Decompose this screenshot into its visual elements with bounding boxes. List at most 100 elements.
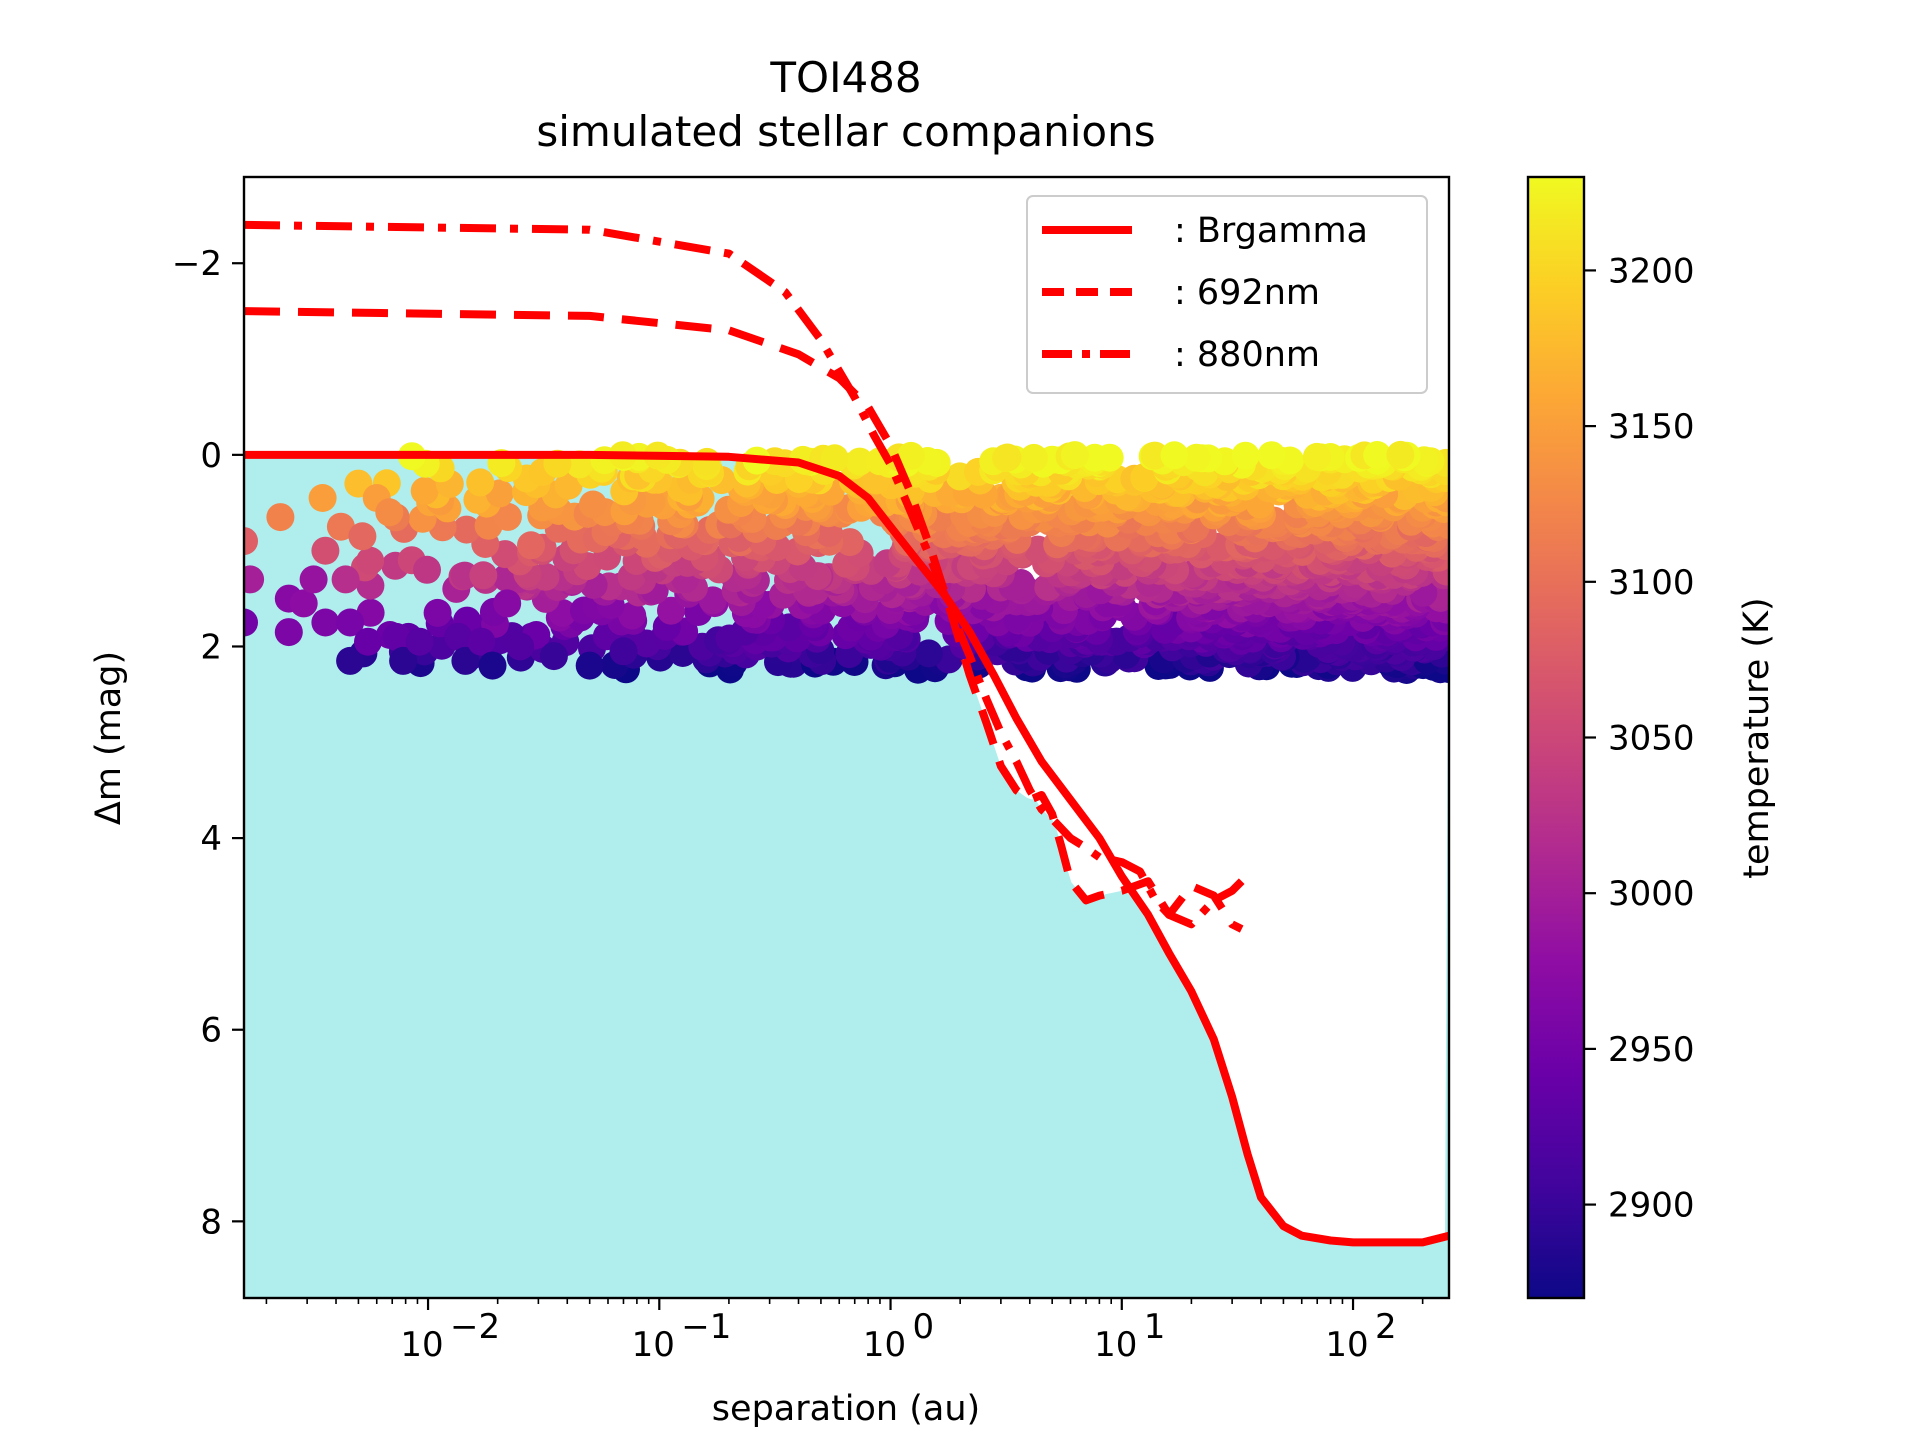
scatter-point [375,498,404,527]
band-point [1363,441,1392,469]
band-point [1386,440,1415,469]
plot-area [244,220,1449,1298]
curve-880nm [244,220,1245,929]
curve-brgamma [244,450,1449,1247]
scatter-point [382,622,411,651]
x-tick-label: 10 [1325,1325,1368,1365]
scatter-point [244,565,265,594]
x-tick-exponent: 2 [1375,1307,1397,1347]
band-point [469,561,498,590]
y-tick-label: −2 [172,244,222,284]
x-axis-label: separation (au) [712,1389,980,1429]
band-point [914,639,943,668]
colorbar-tick-label: 2950 [1608,1030,1695,1070]
x-tick-exponent: 0 [913,1307,935,1347]
scatter-point [405,627,434,656]
band-point [493,502,522,531]
scatter-point [451,646,480,675]
band-point [554,471,583,500]
y-tick-label: 4 [200,819,222,859]
band-point [993,443,1022,472]
scatter-point [289,589,318,618]
scatter-point [575,651,604,680]
scatter-point [354,627,382,656]
colorbar-tick-label: 3050 [1608,719,1695,759]
scatter-point [299,565,328,594]
band-point [466,468,495,497]
x-tick-label: 10 [1094,1325,1137,1365]
band-point [1095,443,1124,472]
x-axis: 10 −2 10 −1 10 0 10 1 10 2 [265,1298,1424,1365]
scatter-point [244,527,258,556]
band-point [1182,443,1211,472]
band-point [820,444,849,473]
band-point [897,441,925,470]
band-point [517,531,545,560]
band-point [657,596,685,625]
scatter-point [506,632,535,661]
x-tick-exponent: −1 [681,1307,731,1347]
band-point [579,490,607,519]
scatter-point [311,536,340,565]
scatter-band [349,440,1449,684]
scatter-point [539,642,568,671]
band-point [1302,442,1331,471]
band-point [1160,441,1189,470]
band-point [410,476,439,505]
band-point [1231,441,1260,470]
band-point [845,447,874,476]
colorbar-gradient [1526,175,1586,1300]
band-point [835,528,864,557]
y-tick-label: 8 [200,1202,222,1242]
scatter-point [308,484,337,512]
x-tick-label: 10 [632,1325,675,1365]
band-point [693,447,721,476]
x-tick-label: 10 [863,1325,906,1365]
chart-subtitle: simulated stellar companions [536,107,1155,156]
scatter-point [336,646,365,675]
band-point [356,546,385,575]
y-axis: −2 0 2 4 6 8 [172,244,244,1242]
band-point [1257,441,1286,470]
scatter-point [331,565,360,594]
scatter-point [478,651,507,680]
y-tick-label: 6 [200,1011,222,1051]
colorbar-tick-label: 3200 [1608,251,1695,291]
y-axis-label: Δm (mag) [89,651,129,825]
x-tick-exponent: −2 [450,1307,500,1347]
colorbar-ticks: 2900 2950 3000 3050 3100 3150 3200 [1584,251,1695,1226]
legend-box [1026,195,1428,394]
scatter-point [413,555,441,584]
colorbar-tick-label: 3150 [1608,407,1695,447]
scatter-point [266,503,295,532]
scatter-point [493,589,522,618]
scatter-point [244,608,258,637]
legend-label-880nm: : 880nm [1174,335,1320,375]
contrast-curves [244,220,1449,1247]
x-tick-exponent: 1 [1144,1307,1166,1347]
scatter-point [311,608,340,637]
colorbar-label: temperature (K) [1737,597,1777,878]
scatter-point [326,512,355,541]
legend: : Brgamma : 692nm : 880nm [1026,195,1428,394]
scatter-point [423,598,452,627]
y-tick-label: 2 [200,627,222,667]
plot-frame [242,175,1451,1300]
scatter-point [609,637,638,666]
x-tick-label: 10 [400,1325,443,1365]
band-point [618,601,647,630]
scatter-point [348,522,377,551]
colorbar-tick-label: 2900 [1608,1186,1695,1226]
scatter-point [444,622,473,651]
legend-label-692nm: : 692nm [1174,273,1320,313]
colorbar-tick-label: 3000 [1608,874,1695,914]
band-point [1140,441,1169,470]
legend-label-brgamma: : Brgamma [1174,211,1368,251]
scatter-point [389,646,418,675]
band-point [452,515,481,544]
colorbar-tick-label: 3100 [1608,563,1695,603]
scatter-point [274,618,303,647]
band-point [1019,443,1048,472]
scatter-point [336,608,365,637]
